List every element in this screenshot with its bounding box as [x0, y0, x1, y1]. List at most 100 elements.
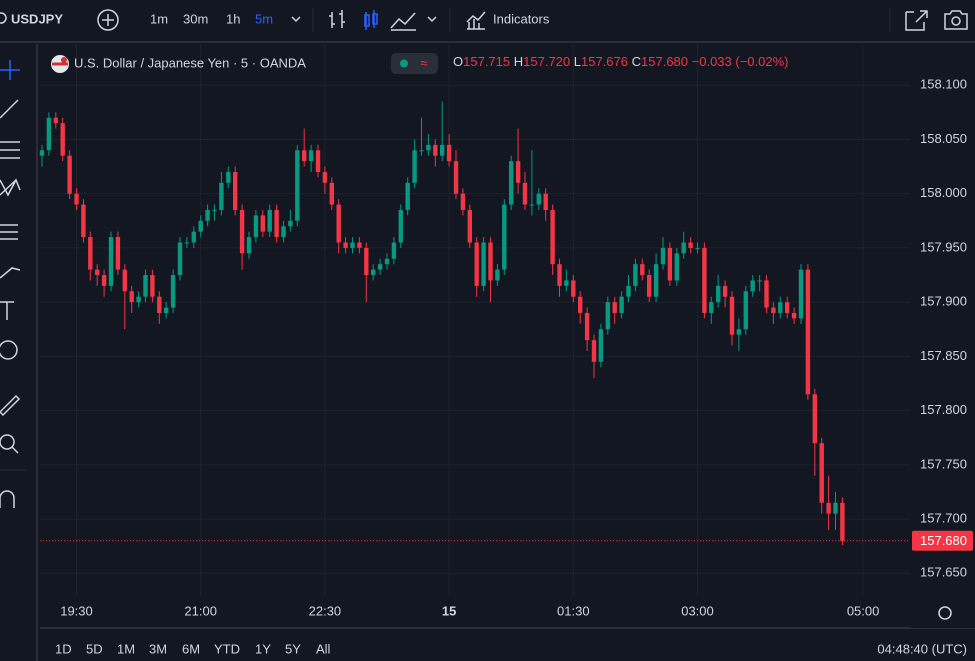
- candle-body: [246, 237, 252, 254]
- bars-icon[interactable]: [329, 10, 345, 28]
- x-tick-label: 22:30: [309, 603, 342, 618]
- range-button[interactable]: 1Y: [255, 641, 271, 656]
- candle-body: [239, 209, 245, 254]
- settings-button[interactable]: [938, 606, 952, 620]
- candle-body: [101, 275, 107, 286]
- fullscreen-button[interactable]: [905, 10, 928, 31]
- candle-body: [267, 209, 272, 232]
- candle-body: [315, 150, 321, 172]
- emoji-tool[interactable]: [0, 340, 18, 360]
- candle-body: [743, 291, 748, 330]
- x-tick-label: 21:00: [184, 603, 217, 618]
- range-button[interactable]: 6M: [182, 641, 200, 656]
- candle-body: [433, 144, 438, 156]
- trend-line-tool[interactable]: [0, 99, 19, 119]
- candle-body: [571, 280, 576, 297]
- brush-tool[interactable]: [0, 267, 21, 279]
- candle-body: [778, 302, 783, 313]
- add-symbol[interactable]: [97, 9, 119, 31]
- y-tick-label: 157.900: [920, 294, 967, 309]
- candle-body: [647, 275, 652, 297]
- candle-body: [157, 296, 162, 313]
- chart: 158.100 158.050 158.000 157.950 157.900 157.8…: [39, 44, 975, 628]
- range-button[interactable]: YTD: [214, 641, 240, 656]
- candle-body: [336, 204, 341, 243]
- interval[interactable]: 1m: [150, 11, 168, 26]
- candle-body: [170, 275, 176, 308]
- candle-body: [750, 280, 755, 292]
- interval-active[interactable]: 5m: [255, 11, 273, 26]
- candle-body: [150, 275, 155, 297]
- last-price-label: 157.680: [920, 533, 967, 548]
- candle-body: [274, 209, 279, 238]
- candle-body: [384, 258, 390, 265]
- y-tick-label: 157.700: [920, 511, 967, 526]
- indicators-button[interactable]: Indicators: [493, 11, 550, 26]
- candle-body: [550, 209, 555, 265]
- snapshot-button[interactable]: [944, 10, 968, 30]
- candle-body: [509, 161, 514, 205]
- candles-icon[interactable]: [364, 10, 378, 30]
- text-tool[interactable]: [0, 301, 14, 320]
- range-button[interactable]: All: [316, 641, 331, 656]
- candle-body: [419, 150, 424, 152]
- zoom-tool[interactable]: [0, 434, 15, 450]
- candle-body: [302, 150, 307, 162]
- measure-tool[interactable]: [0, 394, 21, 417]
- range-button[interactable]: 1D: [55, 641, 72, 656]
- candle-body: [198, 220, 203, 232]
- candle-body: [260, 215, 265, 232]
- candle-body: [674, 253, 679, 281]
- x-tick-label: 19:30: [60, 603, 93, 618]
- last-price-badge: [912, 530, 973, 551]
- prediction-tool[interactable]: [0, 224, 18, 240]
- candle-body: [364, 247, 369, 276]
- candle-body: [481, 242, 486, 286]
- candle-body: [529, 204, 535, 206]
- candle-body: [343, 242, 348, 248]
- candle-body: [253, 215, 259, 238]
- magnet-tool[interactable]: [0, 490, 15, 508]
- candle-body: [46, 117, 52, 151]
- pattern-tool[interactable]: [0, 178, 21, 197]
- interval[interactable]: 30m: [183, 11, 208, 26]
- price-axis: [910, 44, 975, 628]
- candle-body: [598, 329, 604, 362]
- candle-body: [440, 144, 445, 156]
- range-button[interactable]: 5D: [86, 641, 103, 656]
- candle-body: [164, 307, 169, 313]
- candle-body: [329, 182, 334, 205]
- candle-body: [591, 340, 597, 362]
- candle-body: [308, 150, 314, 162]
- candle-body: [67, 155, 72, 194]
- range-button[interactable]: 3M: [149, 641, 167, 656]
- candle-body: [612, 302, 617, 313]
- y-tick-label: 158.000: [920, 185, 967, 200]
- candle-body: [640, 264, 645, 276]
- area-icon[interactable]: [390, 12, 416, 31]
- candle-body: [143, 275, 148, 297]
- x-tick-label: 03:00: [681, 603, 714, 618]
- candle-body: [633, 264, 638, 286]
- candle-body: [398, 209, 403, 243]
- candle-body: [785, 302, 790, 313]
- candle-body: [288, 220, 293, 227]
- candle-body: [412, 150, 417, 183]
- candle-body: [53, 117, 58, 124]
- candle-body: [405, 182, 410, 210]
- candle-body: [564, 280, 569, 286]
- y-tick-label: 157.650: [920, 565, 967, 580]
- fib-tool[interactable]: [0, 141, 20, 159]
- candle-body: [502, 204, 507, 270]
- candle-body: [695, 247, 700, 249]
- candle-body: [764, 280, 769, 308]
- interval[interactable]: 1h: [226, 11, 240, 26]
- crosshair-tool[interactable]: [0, 60, 20, 80]
- candle-body: [605, 302, 610, 330]
- range-button[interactable]: 5Y: [285, 641, 301, 656]
- candle-body: [791, 312, 797, 319]
- symbol[interactable]: USDJPY: [11, 11, 63, 26]
- candle-body: [722, 285, 728, 297]
- range-button[interactable]: 1M: [117, 641, 135, 656]
